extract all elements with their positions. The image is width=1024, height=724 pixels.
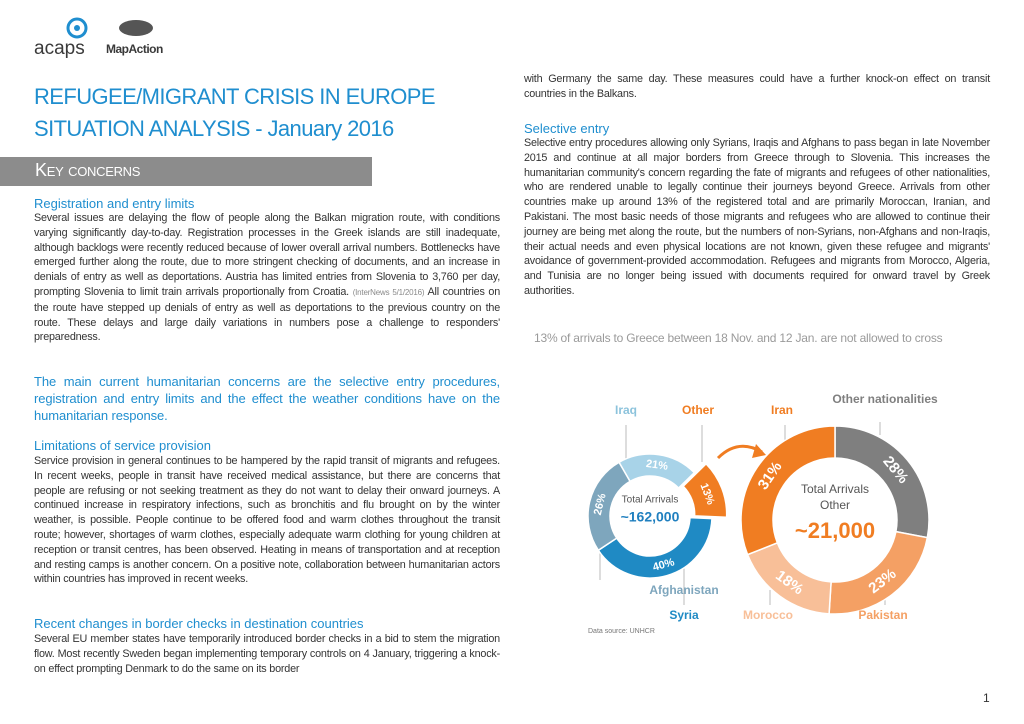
section-banner-text: Key concerns [35, 160, 141, 180]
mapaction-icon [119, 20, 153, 36]
paragraph: Several issues are delaying the flow of … [34, 211, 500, 345]
heading: Limitations of service provision [34, 438, 212, 453]
paragraph: with Germany the same day. These measure… [524, 73, 990, 100]
page-number: 1 [983, 691, 990, 705]
donut-segment [617, 453, 696, 490]
paragraph: Several EU member states have temporaril… [34, 633, 500, 675]
acaps-icon-dot [74, 25, 80, 31]
center-label: Total Arrivals [801, 482, 869, 496]
donut-segment [587, 461, 632, 552]
center-label: Other [820, 498, 850, 512]
section-banner [0, 157, 372, 186]
center-value: ~21,000 [795, 518, 875, 543]
donut-segment [682, 462, 728, 519]
text: Several issues are delaying the flow of … [34, 212, 500, 298]
category-label: Iran [770, 403, 793, 417]
arrow-head [752, 444, 766, 458]
center-value: ~162,000 [621, 509, 680, 525]
value-label: 26% [592, 492, 609, 516]
value-label: 40% [651, 556, 676, 574]
heading: Selective entry [524, 121, 610, 136]
heading: Registration and entry limits [34, 196, 195, 211]
value-label: 21% [645, 458, 669, 473]
donut-segment [740, 425, 836, 556]
category-label: Iraq [614, 403, 637, 417]
logos [66, 17, 153, 39]
center-label: Total Arrivals [622, 495, 679, 506]
category-label: Other [681, 403, 714, 417]
text: All countries on the route have stepped … [34, 285, 500, 344]
title-line: SITUATION ANALYSIS - January 2016 [34, 116, 394, 141]
chart-title: 13% of arrivals to Greece between 18 Nov… [534, 331, 943, 345]
highlight: The main current humanitarian concerns a… [34, 374, 500, 423]
category-label: Pakistan [858, 608, 908, 622]
logo-acaps: acaps [34, 38, 85, 59]
heading: Recent changes in border checks in desti… [34, 616, 364, 631]
paragraph: Service provision in general continues t… [34, 455, 500, 586]
acaps-icon [66, 17, 88, 39]
paragraph: Selective entry procedures allowing only… [524, 137, 990, 297]
source: (InterNews 5/1/2016) [352, 287, 425, 297]
logo-mapaction: MapAction [106, 42, 163, 56]
data-source: Data source: UNHCR [588, 628, 655, 635]
category-label: Other nationalities [832, 392, 938, 406]
category-label: Morocco [742, 608, 793, 622]
category-label: Syria [669, 608, 699, 622]
title-line: REFUGEE/MIGRANT CRISIS IN EUROPE [34, 84, 436, 109]
category-label: Afghanistan [649, 583, 719, 597]
